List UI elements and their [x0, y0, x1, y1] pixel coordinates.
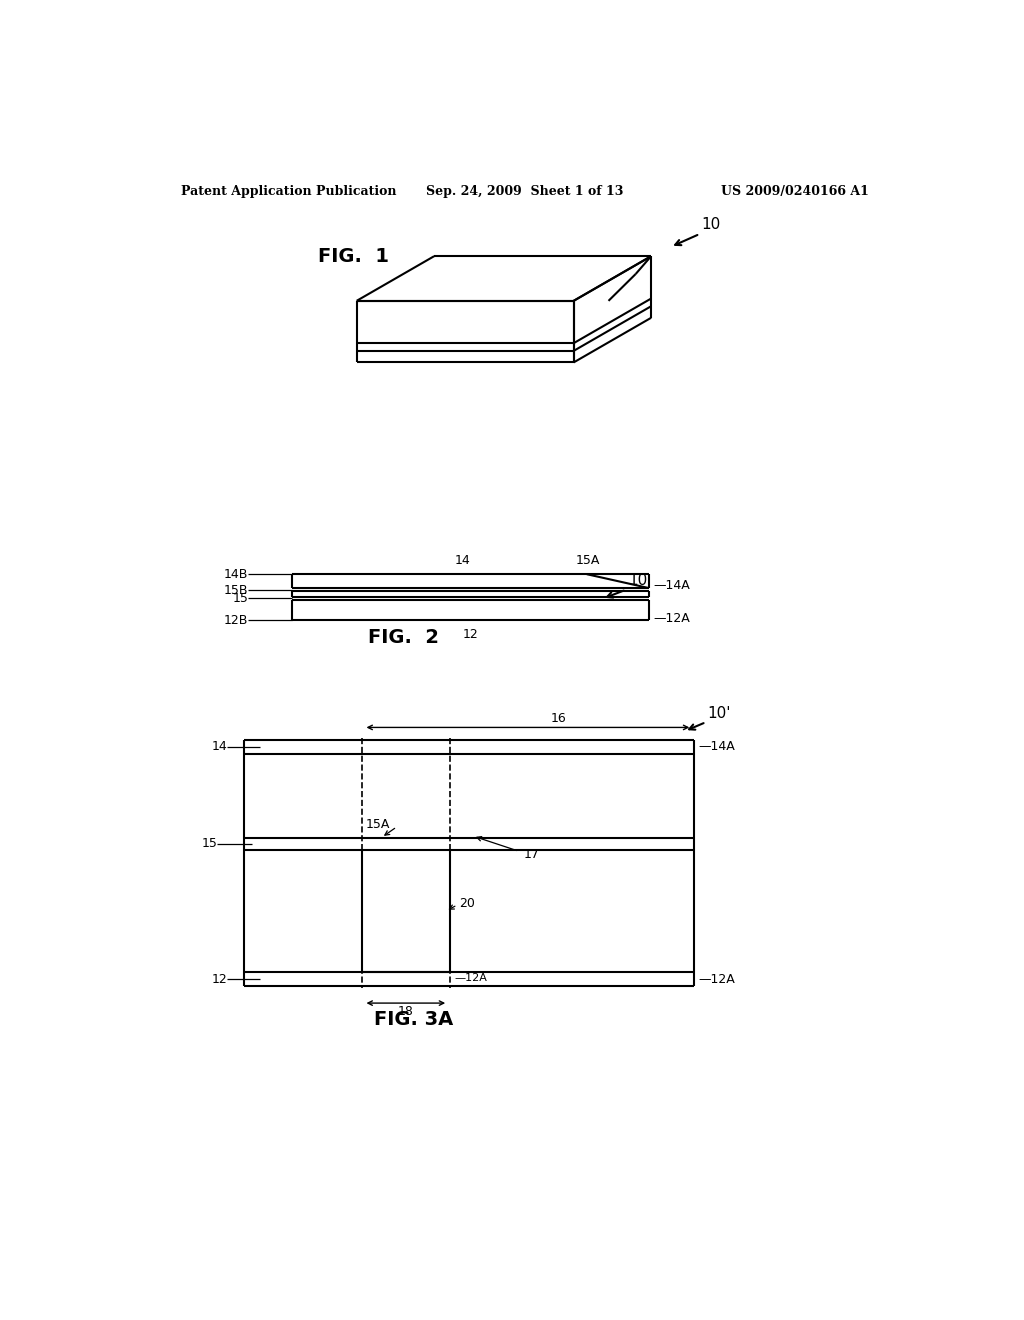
Text: FIG.  1: FIG. 1 [317, 247, 389, 265]
Text: 15: 15 [232, 591, 248, 605]
Text: 12: 12 [211, 973, 227, 986]
Text: 15A: 15A [366, 818, 390, 832]
Text: 14: 14 [211, 741, 227, 754]
Text: 12B: 12B [224, 614, 248, 627]
Text: 14B: 14B [224, 568, 248, 581]
Text: FIG. 3A: FIG. 3A [375, 1010, 454, 1028]
Text: —12A: —12A [698, 973, 735, 986]
Text: —14A: —14A [653, 579, 690, 593]
Text: 16: 16 [551, 711, 566, 725]
Text: FIG.  2: FIG. 2 [369, 628, 439, 647]
Text: US 2009/0240166 A1: US 2009/0240166 A1 [721, 185, 869, 198]
Text: 15A: 15A [575, 553, 599, 566]
Text: 18: 18 [398, 1006, 414, 1019]
Text: Sep. 24, 2009  Sheet 1 of 13: Sep. 24, 2009 Sheet 1 of 13 [426, 185, 624, 198]
Text: 15B: 15B [223, 583, 248, 597]
Text: 14: 14 [455, 554, 471, 568]
Text: 17: 17 [523, 847, 539, 861]
Text: 12: 12 [463, 628, 478, 642]
Text: Patent Application Publication: Patent Application Publication [180, 185, 396, 198]
Text: 20: 20 [459, 896, 475, 909]
Text: —12A: —12A [653, 611, 690, 624]
Text: 10': 10' [708, 705, 731, 721]
Text: —12A: —12A [455, 973, 487, 983]
Text: 10: 10 [628, 573, 647, 589]
Text: 15: 15 [202, 837, 217, 850]
Text: —14A: —14A [698, 741, 735, 754]
Text: 10: 10 [701, 216, 721, 231]
